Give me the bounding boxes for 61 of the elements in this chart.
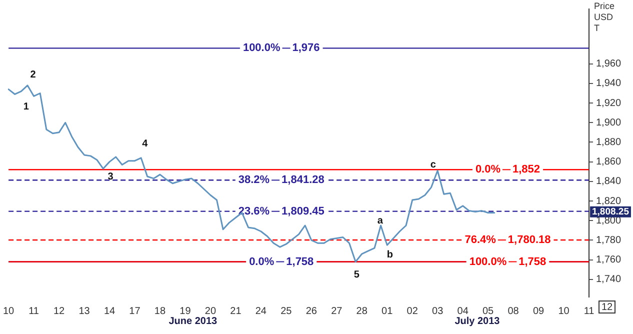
x-tick-label: 04 <box>457 306 469 317</box>
annotation: 0.0% <box>249 256 274 268</box>
x-tick-label: 21 <box>230 306 242 317</box>
x-tick-label: 13 <box>78 306 90 317</box>
y-tick-label: 1,840 <box>596 176 622 188</box>
y-tick-label: 1,940 <box>596 78 622 90</box>
x-tick-label: 17 <box>129 306 141 317</box>
ref-line-label: 1,841.28 <box>282 174 324 186</box>
ref-line-label: 1,809.45 <box>282 205 324 218</box>
ref-line-label: 1,758 <box>286 256 314 268</box>
x-tick-label: 03 <box>432 306 444 317</box>
x-tick-label: 11 <box>28 306 40 317</box>
annotation: 5 <box>354 270 360 281</box>
y-tick-label: 1,960 <box>596 58 622 70</box>
x-tick-label: 20 <box>204 306 216 317</box>
y-tick-label: 1,760 <box>596 254 622 266</box>
annotation: 2 <box>30 69 36 80</box>
annotation: 0.0% <box>475 164 501 176</box>
x-tick-label: 09 <box>532 306 545 317</box>
x-tick-label: 10 <box>3 306 15 317</box>
annotation: 23.6% <box>238 205 270 218</box>
annotation: 38.2% <box>238 174 270 186</box>
annotation: b <box>386 249 394 260</box>
x-tick-label: 25 <box>280 306 292 317</box>
ref-line-label: 1,780.18 <box>508 234 551 246</box>
x-tick-label: 05 <box>482 306 494 317</box>
x-tick-label: 02 <box>406 306 418 317</box>
x-tick-label: 10 <box>558 306 570 317</box>
ref-line-label: 1,758 <box>518 256 546 268</box>
y-tick-label: 1,880 <box>596 136 622 148</box>
annotation: 76.4% <box>464 234 496 246</box>
x-tick-label: 28 <box>356 306 368 317</box>
x-tick-label: 24 <box>255 306 267 317</box>
x-tick-label: 18 <box>154 306 166 317</box>
annotation: a <box>377 215 383 226</box>
annotation: 100.0% <box>242 42 280 54</box>
annotation: 4 <box>142 138 148 150</box>
x-tick-label: 14 <box>104 306 116 317</box>
y-tick-label: 1,740 <box>596 274 622 286</box>
x-tick-label: 26 <box>306 306 318 317</box>
annotation: 100.0% <box>469 256 507 268</box>
y-tick-label: 1,820 <box>596 196 622 207</box>
y-axis-title: Price USD T <box>594 0 615 33</box>
y-tick-label: 1,900 <box>596 117 622 128</box>
x-tick-label: 27 <box>331 306 343 317</box>
x-tick-label: 12 <box>53 306 66 317</box>
ref-line-label: 1,852 <box>512 164 540 176</box>
annotation: 3 <box>108 172 114 183</box>
text: July 2013 <box>454 316 500 327</box>
ref-line-label: 1,976 <box>292 42 320 54</box>
y-tick-label: 1,780 <box>596 234 622 246</box>
x-tick-label: 11 <box>584 306 595 317</box>
annotation: c <box>430 159 436 170</box>
text: June 2013 <box>168 316 218 327</box>
x-tick-label: 08 <box>508 306 520 317</box>
x-tick-label: 01 <box>382 306 394 317</box>
y-tick-label: 1,860 <box>596 156 622 168</box>
text: 1,808.25 <box>592 206 630 218</box>
x-tick-label: 19 <box>180 306 192 317</box>
y-tick-label: 1,920 <box>596 98 622 109</box>
annotation: 1 <box>23 101 29 112</box>
